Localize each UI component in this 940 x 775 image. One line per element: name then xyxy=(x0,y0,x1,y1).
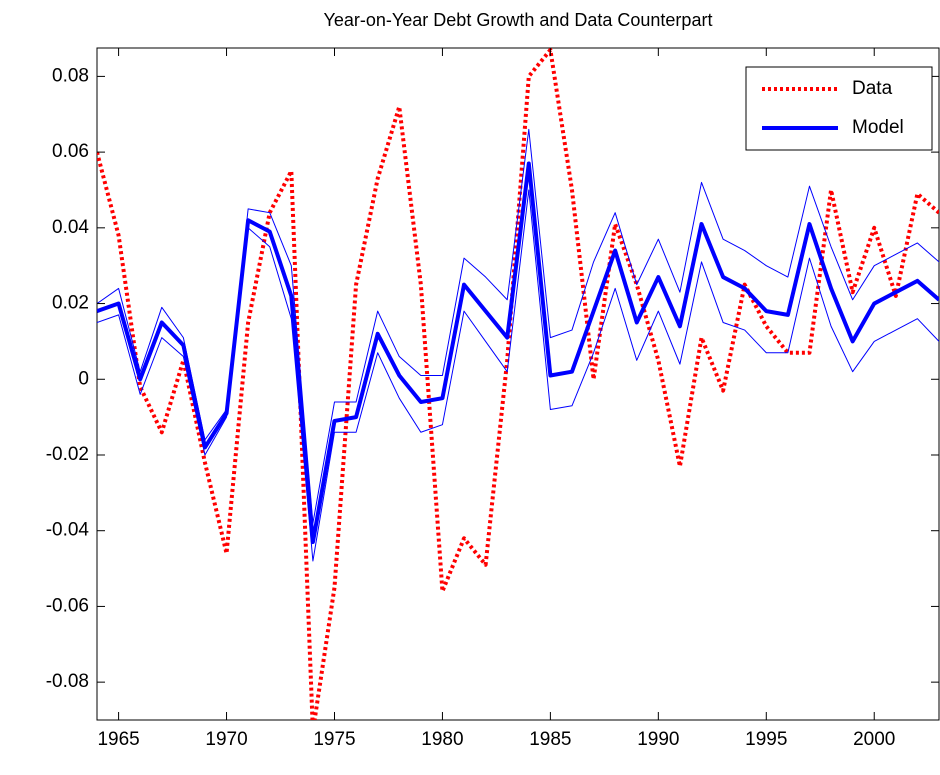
y-tick-label: 0.06 xyxy=(52,141,89,162)
chart-title: Year-on-Year Debt Growth and Data Counte… xyxy=(324,10,713,30)
x-tick-label: 1965 xyxy=(97,729,139,750)
series-line xyxy=(97,128,939,524)
y-tick-label: -0.04 xyxy=(46,520,90,541)
y-tick-label: 0.02 xyxy=(52,293,89,314)
legend-label: Data xyxy=(852,78,893,99)
y-tick-label: -0.06 xyxy=(46,595,89,616)
x-tick-label: 1985 xyxy=(529,729,571,750)
y-tick-label: -0.08 xyxy=(46,671,89,692)
axes-box xyxy=(96,47,940,721)
plot-area xyxy=(97,48,939,720)
x-tick-label: 1980 xyxy=(421,729,463,750)
legend-label: Model xyxy=(852,117,904,138)
y-tick-label: 0.08 xyxy=(52,65,89,86)
series-line xyxy=(97,189,939,562)
series-line xyxy=(97,161,939,545)
legend-box xyxy=(745,66,933,151)
y-tick-label: -0.02 xyxy=(46,444,89,465)
x-tick-label: 1995 xyxy=(745,729,787,750)
x-tick-label: 2000 xyxy=(853,729,895,750)
y-tick-label: 0 xyxy=(78,368,89,389)
x-tick-label: 1970 xyxy=(205,729,247,750)
x-tick-label: 1975 xyxy=(313,729,355,750)
x-tick-label: 1990 xyxy=(637,729,679,750)
y-tick-label: 0.04 xyxy=(52,217,89,238)
